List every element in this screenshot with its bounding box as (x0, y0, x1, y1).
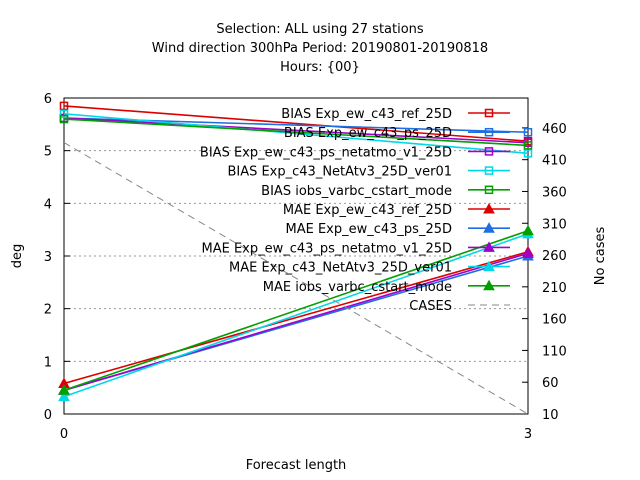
y2-tick-label: 110 (542, 344, 567, 359)
legend-label: MAE Exp_c43_NetAtv3_25D_ver01 (229, 261, 452, 276)
data-point (58, 390, 70, 402)
y2-tick-label: 410 (542, 154, 567, 169)
y2-tick-label: 310 (542, 217, 567, 232)
data-point (523, 149, 533, 158)
y-tick-label: 0 (44, 408, 52, 423)
series-line (63, 251, 529, 385)
y-axis-label: deg (10, 244, 25, 269)
legend-label: BIAS Exp_ew_c43_ps_netatmo_v1_25D (200, 145, 452, 160)
y2-tick-label: 60 (542, 376, 559, 391)
series-line (63, 233, 529, 398)
legend-label: MAE Exp_ew_c43_ps_25D (285, 222, 452, 237)
y-tick-label: 4 (44, 197, 52, 212)
legend-item: MAE Exp_ew_c43_ps_netatmo_v1_25D (202, 241, 510, 256)
series (58, 224, 534, 395)
y-tick-label: 1 (44, 355, 52, 370)
y-tick-label: 2 (44, 303, 52, 318)
series (59, 114, 533, 150)
legend-marker (483, 279, 495, 291)
y-tick-label: 3 (44, 250, 52, 265)
legend-item: MAE iobs_varbc_cstart_mode (263, 279, 510, 295)
series-line (63, 105, 529, 142)
legend-marker (483, 222, 495, 233)
title-line: Hours: {00} (280, 60, 360, 75)
legend-label: BIAS Exp_ew_c43_ps_25D (284, 126, 452, 141)
legend-item: MAE Exp_ew_c43_ref_25D (283, 202, 510, 218)
series-line (63, 118, 529, 147)
series-line (63, 142, 529, 415)
legend-label: BIAS Exp_ew_c43_ref_25D (281, 107, 452, 122)
legend-marker (484, 147, 494, 156)
title-line: Selection: ALL using 27 stations (216, 22, 424, 37)
y2-tick-label: 460 (542, 122, 567, 137)
y2-tick-label: 10 (542, 408, 559, 423)
y-tick-label: 6 (44, 92, 52, 107)
legend-item: BIAS iobs_varbc_cstart_mode (261, 184, 510, 199)
legend-label: MAE Exp_ew_c43_ref_25D (283, 203, 452, 218)
series-lines (58, 101, 534, 415)
y2-tick-label: 360 (542, 185, 567, 200)
series-line (63, 113, 529, 155)
series (63, 142, 529, 415)
data-point (58, 384, 70, 395)
legend-marker (484, 166, 494, 175)
y-tick-label: 5 (44, 145, 52, 160)
y2-tick-label: 160 (542, 313, 567, 328)
legend-item: BIAS Exp_ew_c43_ref_25D (281, 107, 510, 122)
legend: BIAS Exp_ew_c43_ref_25D BIAS Exp_ew_c43_p… (200, 107, 510, 314)
series (59, 109, 533, 158)
y2-tick-label: 260 (542, 249, 567, 264)
legend-label: MAE iobs_varbc_cstart_mode (263, 280, 452, 295)
series-line (63, 117, 529, 144)
x-axis-label: Forecast length (246, 458, 347, 473)
data-point (59, 109, 69, 119)
legend-label: BIAS iobs_varbc_cstart_mode (261, 184, 452, 199)
legend-item: MAE Exp_c43_NetAtv3_25D_ver01 (229, 260, 510, 276)
data-point (522, 224, 534, 236)
legend-marker (484, 127, 494, 137)
y2-tick-label: 210 (542, 281, 567, 296)
data-point (522, 247, 534, 258)
x-tick-label: 3 (524, 427, 532, 442)
legend-item: BIAS Exp_ew_c43_ps_netatmo_v1_25D (200, 145, 510, 160)
legend-item: CASES (409, 299, 510, 314)
y2-axis-label: No cases (593, 227, 608, 286)
legend-marker (484, 185, 494, 195)
grid-lines (64, 150, 528, 362)
title-line: Wind direction 300hPa Period: 20190801-2… (152, 41, 488, 56)
x-tick-label: 0 (60, 427, 68, 442)
legend-label: CASES (409, 299, 452, 314)
legend-marker (483, 241, 495, 252)
legend-label: BIAS Exp_c43_NetAtv3_25D_ver01 (227, 165, 452, 180)
chart-title: Selection: ALL using 27 stations Wind dir… (152, 22, 488, 75)
legend-item: BIAS Exp_ew_c43_ps_25D (284, 126, 510, 141)
data-point (59, 114, 69, 124)
legend-item: BIAS Exp_c43_NetAtv3_25D_ver01 (227, 165, 510, 180)
series (58, 247, 534, 395)
series-line (63, 229, 529, 392)
series-line (63, 252, 529, 392)
legend-item: MAE Exp_ew_c43_ps_25D (285, 222, 510, 237)
legend-marker (484, 108, 494, 118)
data-point (523, 127, 533, 137)
legend-marker (483, 202, 495, 214)
legend-marker (483, 260, 495, 272)
axes: 0 1 2 3 4 5 6 10 60 110 160 210 260 310 360 410 460 0 3 For… (10, 92, 608, 473)
data-point (523, 141, 533, 150)
data-point (59, 101, 69, 111)
legend-label: MAE Exp_ew_c43_ps_netatmo_v1_25D (202, 241, 453, 256)
